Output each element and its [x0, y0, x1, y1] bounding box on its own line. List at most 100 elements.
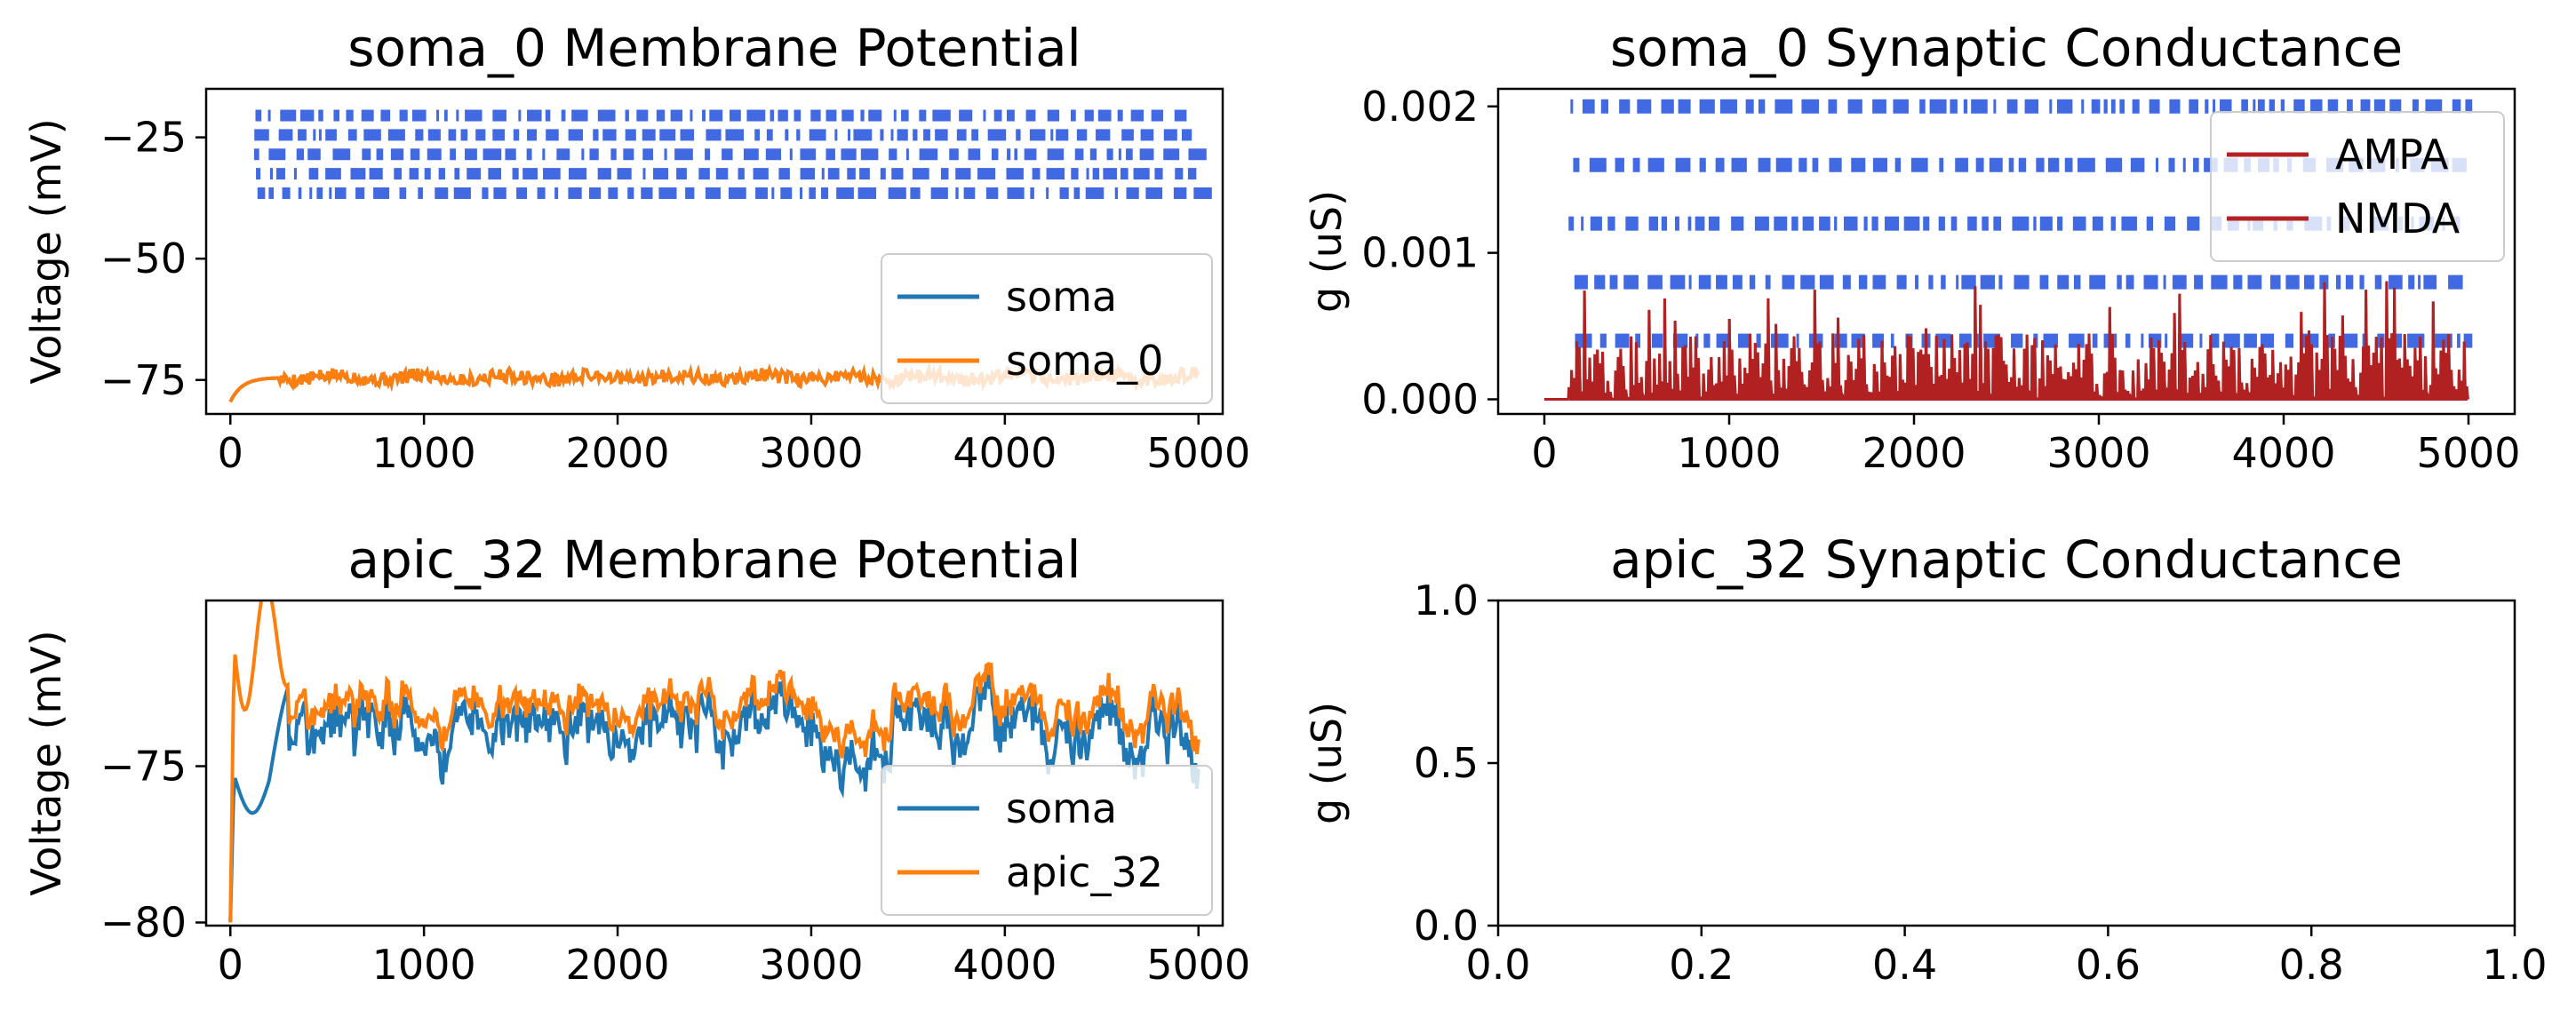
raster-mark	[868, 109, 882, 122]
raster-mark	[880, 129, 884, 141]
raster-mark	[1871, 216, 1878, 231]
raster-mark	[329, 187, 332, 199]
raster-mark	[2418, 274, 2421, 290]
raster-mark	[318, 109, 323, 122]
raster-mark	[1632, 157, 1640, 172]
raster-mark	[518, 109, 522, 122]
raster-mark	[1647, 157, 1664, 172]
raster-mark	[1961, 274, 1976, 290]
raster-mark	[860, 109, 865, 122]
raster-mark	[1847, 99, 1862, 114]
raster-mark	[1749, 274, 1756, 290]
raster-mark	[2189, 99, 2199, 114]
raster-mark	[2463, 333, 2473, 348]
raster-mark	[2121, 216, 2137, 231]
raster-mark	[268, 148, 286, 161]
raster-mark	[2374, 274, 2382, 290]
raster-mark	[2425, 99, 2443, 114]
raster-mark	[568, 187, 582, 199]
raster-mark	[1623, 274, 1639, 290]
raster-mark	[546, 129, 559, 141]
raster-mark	[2412, 99, 2419, 114]
raster-mark	[1589, 157, 1607, 172]
raster-mark	[597, 168, 611, 180]
plot-area	[228, 109, 1212, 403]
raster-mark	[2257, 99, 2265, 114]
raster-mark	[1163, 129, 1177, 141]
chart-title: apic_32 Synaptic Conductance	[1610, 529, 2403, 590]
raster-mark	[1073, 187, 1081, 199]
x-tick-label: 0	[218, 429, 243, 477]
raster-mark	[1993, 99, 1997, 114]
raster-mark	[1086, 168, 1089, 180]
raster-mark	[293, 168, 297, 180]
raster-mark	[2047, 157, 2060, 172]
axes-frame	[1496, 87, 2516, 416]
axes-frame	[204, 599, 1224, 927]
raster-mark	[728, 187, 746, 199]
raster-mark	[2448, 274, 2463, 290]
raster-mark	[1188, 148, 1207, 161]
raster-mark	[913, 129, 918, 141]
raster-mark	[1708, 216, 1720, 231]
raster-mark	[2091, 99, 2101, 114]
raster-mark	[1573, 157, 1580, 172]
raster-mark	[2319, 274, 2329, 290]
x-tick-label: 1.0	[2482, 941, 2547, 989]
raster-mark	[1006, 109, 1015, 122]
raster-mark	[796, 129, 801, 141]
raster-mark	[1568, 216, 1575, 231]
raster-mark	[2389, 99, 2402, 114]
raster-mark	[1085, 187, 1105, 199]
raster-mark	[369, 168, 383, 180]
y-tick-label: 1.0	[1414, 577, 1479, 624]
raster-mark	[387, 129, 405, 141]
raster-mark	[333, 109, 340, 122]
raster-mark	[935, 129, 948, 141]
y-tick-label: 0.001	[1361, 229, 1479, 277]
raster-mark	[267, 109, 271, 122]
y-tick-label: 0.0	[1414, 902, 1479, 950]
raster-mark	[1695, 216, 1705, 231]
raster-mark	[346, 109, 354, 122]
x-tick-label: 5000	[2416, 429, 2520, 477]
raster-mark	[789, 148, 793, 161]
raster-mark	[527, 129, 538, 141]
raster-mark	[1963, 99, 1968, 114]
raster-mark	[1084, 109, 1094, 122]
raster-mark	[2036, 157, 2045, 172]
raster-mark	[608, 187, 618, 199]
raster-mark	[810, 109, 821, 122]
raster-mark	[554, 187, 559, 199]
raster-mark	[2014, 274, 2030, 290]
raster-mark	[625, 129, 636, 141]
raster-mark	[860, 148, 879, 161]
raster-mark	[298, 129, 307, 141]
raster-mark	[1096, 129, 1111, 141]
raster-mark	[2233, 274, 2243, 290]
raster-mark	[1187, 168, 1197, 180]
raster-mark	[1651, 333, 1663, 348]
raster-mark	[450, 148, 456, 161]
raster-mark	[847, 168, 856, 180]
raster-mark	[2110, 99, 2116, 114]
raster-mark	[2408, 274, 2415, 290]
raster-mark	[1625, 216, 1639, 231]
raster-mark	[1687, 216, 1692, 231]
raster-mark	[522, 168, 538, 180]
raster-mark	[2168, 157, 2175, 172]
raster-mark	[1007, 148, 1011, 161]
raster-mark	[1672, 333, 1688, 348]
raster-mark	[702, 109, 706, 122]
raster-mark	[527, 109, 542, 122]
raster-mark	[313, 129, 316, 141]
raster-mark	[1600, 99, 1609, 114]
raster-mark	[1737, 333, 1751, 348]
raster-mark	[537, 187, 546, 199]
raster-mark	[1076, 129, 1088, 141]
raster-mark	[1812, 157, 1819, 172]
raster-mark	[2024, 99, 2039, 114]
raster-mark	[709, 109, 723, 122]
raster-mark	[800, 148, 817, 161]
